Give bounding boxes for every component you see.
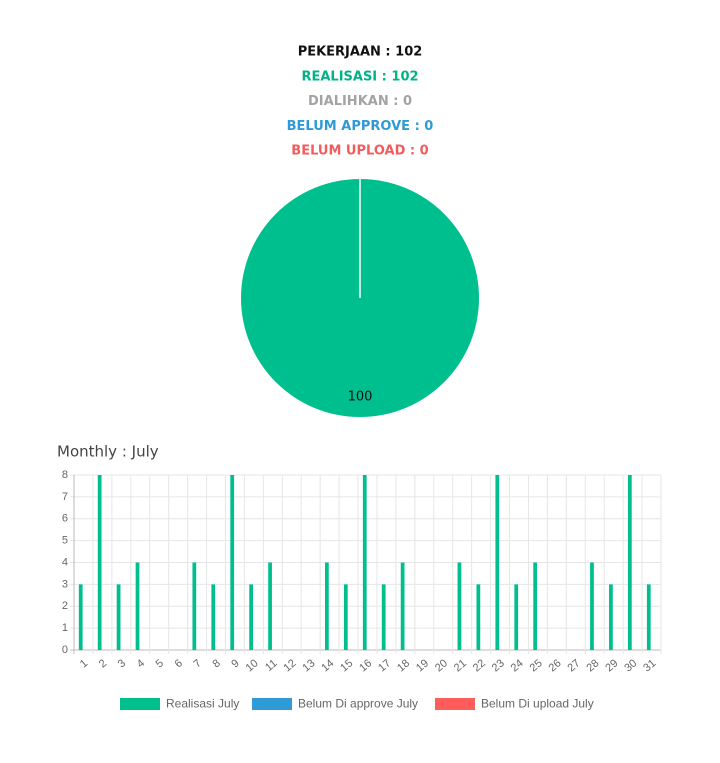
x-tick-label: 14 <box>319 657 336 674</box>
x-tick-label: 8 <box>210 657 222 670</box>
y-tick-label: 1 <box>62 622 68 634</box>
bar <box>495 475 500 650</box>
bar-chart-title: Monthly : July <box>57 443 159 461</box>
bar <box>192 562 197 650</box>
bar <box>514 584 519 650</box>
x-tick-label: 11 <box>263 657 279 674</box>
x-tick-label: 22 <box>471 657 488 674</box>
legend-label: Realisasi July <box>166 697 239 711</box>
summary-line: BELUM UPLOAD : 0 <box>291 144 428 159</box>
bar <box>400 562 405 650</box>
legend-swatch <box>252 698 292 710</box>
x-tick-label: 12 <box>281 657 298 674</box>
x-tick-label: 3 <box>116 657 128 670</box>
x-tick-label: 24 <box>509 657 526 674</box>
x-tick-label: 19 <box>414 657 431 674</box>
x-tick-label: 5 <box>154 657 166 670</box>
x-tick-label: 28 <box>584 657 601 674</box>
bar <box>362 475 367 650</box>
x-tick-label: 4 <box>135 657 147 670</box>
x-tick-label: 27 <box>565 657 582 674</box>
y-tick-label: 0 <box>62 644 68 656</box>
x-tick-label: 13 <box>300 657 317 674</box>
y-tick-label: 5 <box>62 535 68 547</box>
x-tick-label: 29 <box>603 657 620 674</box>
bar <box>627 475 632 650</box>
x-tick-label: 9 <box>229 657 241 670</box>
bar <box>97 475 102 650</box>
bar <box>381 584 386 650</box>
x-tick-label: 25 <box>528 657 545 674</box>
x-tick-label: 18 <box>395 657 412 674</box>
bar <box>78 584 83 650</box>
bar <box>476 584 481 650</box>
x-tick-label: 20 <box>433 657 450 674</box>
x-tick-label: 1 <box>78 657 90 670</box>
bar <box>457 562 462 650</box>
x-tick-label: 17 <box>376 657 393 674</box>
summary-line: DIALIHKAN : 0 <box>308 94 412 109</box>
x-tick-label: 26 <box>547 657 564 674</box>
summary-line: REALISASI : 102 <box>301 69 418 84</box>
x-tick-label: 2 <box>97 657 109 670</box>
y-tick-label: 8 <box>62 469 68 481</box>
legend-swatch <box>120 698 160 710</box>
x-tick-label: 7 <box>191 657 203 670</box>
bar <box>211 584 216 650</box>
legend-label: Belum Di approve July <box>298 697 418 711</box>
x-tick-label: 30 <box>622 657 639 674</box>
bar <box>135 562 140 650</box>
x-tick-label: 15 <box>338 657 355 674</box>
y-tick-label: 2 <box>62 600 68 612</box>
x-tick-label: 23 <box>490 657 507 674</box>
bar <box>325 562 329 650</box>
bar <box>343 584 348 650</box>
y-tick-label: 6 <box>62 513 68 525</box>
y-tick-label: 4 <box>62 556 68 568</box>
summary-line: BELUM APPROVE : 0 <box>287 119 434 134</box>
pie-label: 100 <box>348 389 373 404</box>
bar <box>116 584 121 650</box>
summary-line: PEKERJAAN : 102 <box>298 45 423 60</box>
legend-swatch <box>435 698 475 710</box>
bar <box>609 584 613 650</box>
x-tick-label: 10 <box>244 657 261 674</box>
x-tick-label: 21 <box>452 657 469 674</box>
bar <box>646 584 651 650</box>
bar <box>249 584 254 650</box>
bar <box>533 562 538 650</box>
x-tick-label: 6 <box>173 657 185 670</box>
bar <box>230 475 235 650</box>
legend-label: Belum Di upload July <box>481 697 594 711</box>
y-tick-label: 7 <box>62 491 68 503</box>
bar <box>268 562 272 650</box>
bar <box>590 562 594 650</box>
x-tick-label: 31 <box>641 657 658 674</box>
x-tick-label: 16 <box>357 657 374 674</box>
y-tick-label: 3 <box>62 578 68 590</box>
